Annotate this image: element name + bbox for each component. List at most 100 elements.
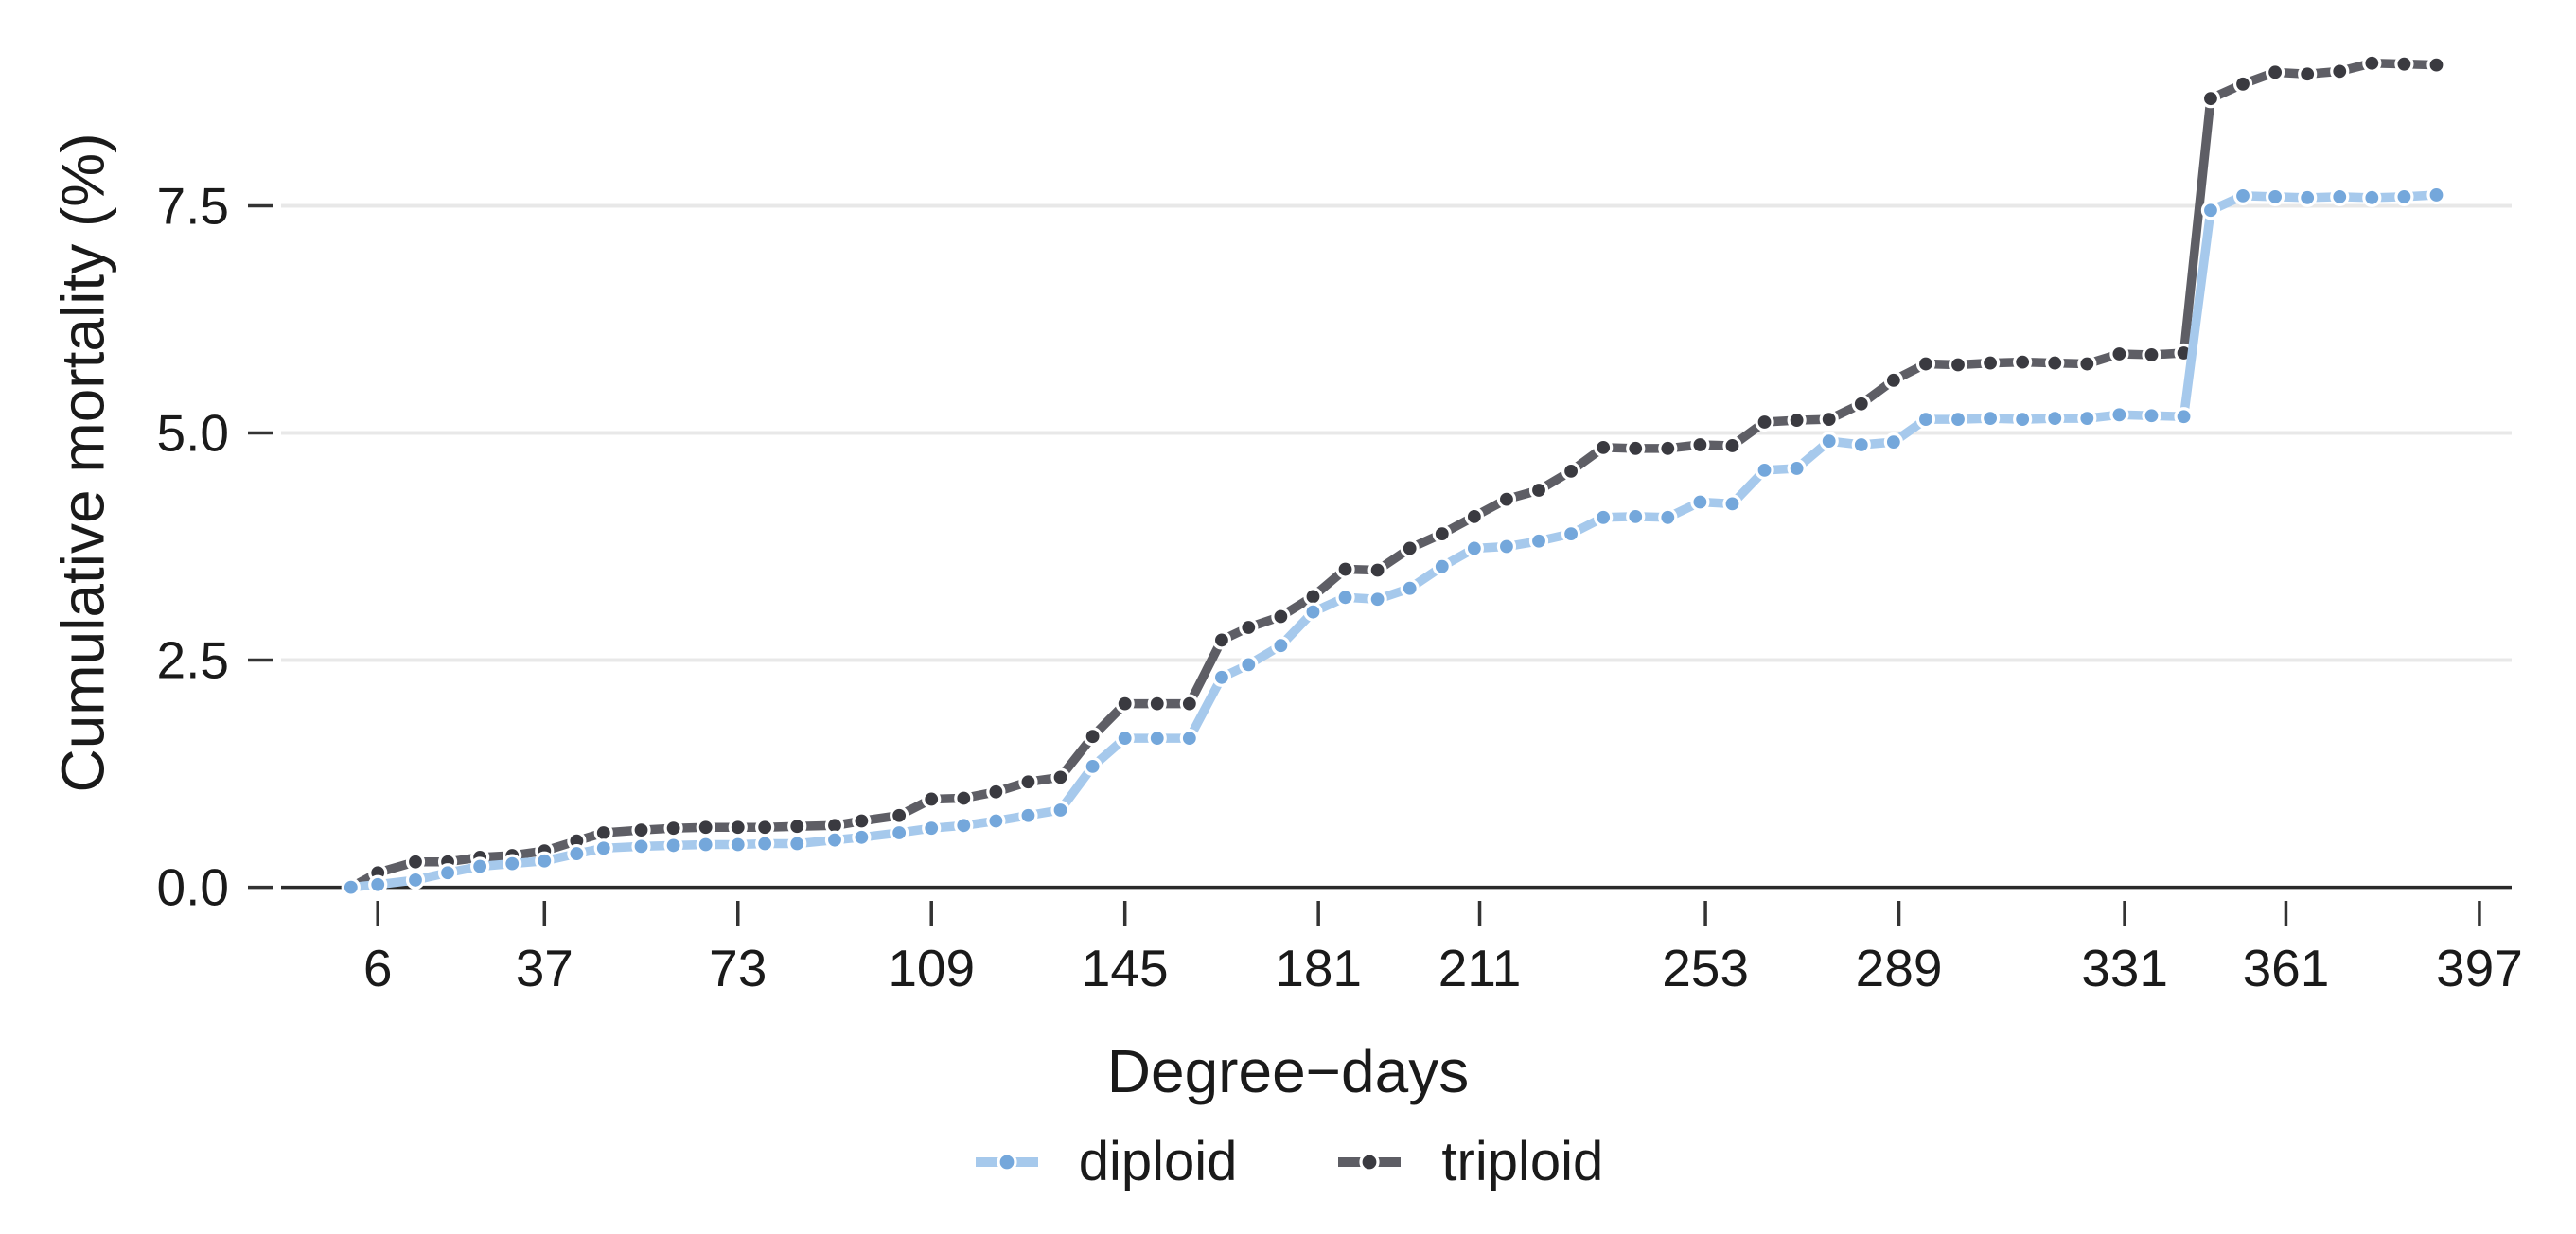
data-point-diploid [341, 877, 361, 897]
data-point-diploid [728, 835, 748, 855]
x-tick-label: 211 [1438, 939, 1522, 997]
data-point-diploid [852, 827, 872, 847]
data-point-diploid [1432, 556, 1452, 576]
y-tick-label: 7.5 [157, 176, 229, 235]
data-point-diploid [1851, 434, 1871, 455]
data-point-triploid [2394, 54, 2414, 74]
data-point-diploid [368, 874, 388, 894]
data-point-triploid [1303, 587, 1323, 607]
data-point-triploid [1594, 437, 1614, 457]
data-point-triploid [890, 805, 909, 825]
data-point-triploid [1658, 438, 1678, 458]
data-point-diploid [1528, 531, 1549, 551]
legend-item-triploid: triploid [1335, 1132, 1603, 1192]
data-point-diploid [663, 836, 683, 855]
x-tick-label: 109 [888, 939, 975, 997]
legend-key-diploid-icon [975, 1152, 1038, 1172]
data-point-diploid [405, 870, 426, 890]
data-point-triploid [2232, 74, 2253, 94]
data-point-triploid [787, 817, 807, 837]
data-point-triploid [1432, 523, 1452, 544]
legend-key-dot [1359, 1152, 1381, 1172]
data-point-triploid [2362, 53, 2382, 73]
series-markers-triploid [341, 53, 2446, 897]
data-point-triploid [1690, 434, 1710, 455]
data-point-diploid [1211, 667, 1232, 687]
data-point-diploid [1179, 729, 1199, 749]
data-point-diploid [1690, 492, 1710, 512]
data-point-diploid [890, 822, 909, 843]
y-tick-label: 5.0 [157, 404, 229, 463]
data-point-triploid [2045, 353, 2065, 373]
legend-key-triploid-icon [1338, 1152, 1402, 1172]
data-point-diploid [824, 830, 845, 850]
data-point-triploid [696, 818, 715, 837]
data-point-triploid [1528, 480, 1549, 501]
data-point-diploid [2109, 405, 2129, 425]
legend: diploid triploid [0, 1132, 2576, 1192]
data-point-diploid [986, 811, 1006, 831]
data-point-triploid [663, 819, 683, 838]
data-point-diploid [1367, 590, 1387, 609]
data-point-diploid [1335, 588, 1355, 608]
data-point-triploid [1211, 630, 1232, 650]
data-point-diploid [2266, 186, 2285, 206]
data-point-triploid [728, 818, 748, 837]
data-point-diploid [593, 838, 613, 858]
data-point-diploid [1018, 805, 1038, 825]
data-point-diploid [2362, 187, 2382, 207]
data-point-triploid [1050, 767, 1070, 787]
data-point-triploid [1335, 559, 1355, 579]
x-tick-label: 73 [709, 939, 767, 997]
data-point-triploid [1464, 506, 1484, 526]
data-point-diploid [503, 854, 522, 873]
data-point-triploid [986, 782, 1006, 802]
data-point-triploid [1755, 412, 1774, 432]
data-point-diploid [1658, 507, 1678, 527]
x-axis-title: Degree−days [1106, 1037, 1470, 1105]
data-point-diploid [1722, 494, 1742, 514]
data-point-triploid [1851, 394, 1871, 414]
x-tick-label: 331 [2081, 939, 2168, 997]
data-point-triploid [852, 811, 872, 831]
data-point-triploid [1787, 410, 1807, 431]
data-point-diploid [535, 851, 555, 871]
data-point-triploid [1948, 355, 1968, 375]
data-point-triploid [1915, 354, 1936, 374]
data-point-diploid [631, 837, 651, 856]
data-point-triploid [1083, 727, 1103, 747]
data-point-triploid [2298, 64, 2318, 84]
data-point-triploid [631, 820, 651, 840]
data-point-diploid [755, 834, 775, 854]
data-point-diploid [2232, 185, 2253, 206]
data-point-triploid [1018, 772, 1038, 792]
data-point-triploid [1239, 617, 1259, 638]
data-point-triploid [2200, 89, 2221, 109]
x-tick-label: 397 [2436, 939, 2523, 997]
series-markers-diploid [341, 185, 2446, 897]
data-point-triploid [405, 852, 426, 872]
data-point-diploid [1271, 636, 1291, 656]
data-point-triploid [1179, 694, 1199, 714]
data-point-triploid [1115, 694, 1135, 714]
data-point-triploid [1147, 694, 1167, 714]
x-tick-label: 253 [1662, 939, 1749, 997]
data-point-diploid [922, 819, 942, 838]
x-tick-label: 145 [1082, 939, 1169, 997]
data-point-diploid [1948, 410, 1968, 430]
data-point-triploid [1980, 353, 2001, 373]
data-point-diploid [954, 816, 974, 836]
x-tick-label: 361 [2243, 939, 2330, 997]
data-point-diploid [2394, 186, 2414, 206]
data-point-triploid [593, 822, 613, 843]
legend-item-diploid: diploid [973, 1132, 1237, 1192]
data-point-diploid [1400, 578, 1420, 598]
data-point-diploid [567, 843, 587, 864]
data-point-diploid [437, 863, 458, 883]
data-point-diploid [696, 835, 715, 855]
data-point-triploid [2077, 354, 2097, 374]
data-point-diploid [2200, 201, 2221, 220]
data-point-diploid [1115, 729, 1135, 749]
data-point-triploid [1819, 410, 1839, 430]
